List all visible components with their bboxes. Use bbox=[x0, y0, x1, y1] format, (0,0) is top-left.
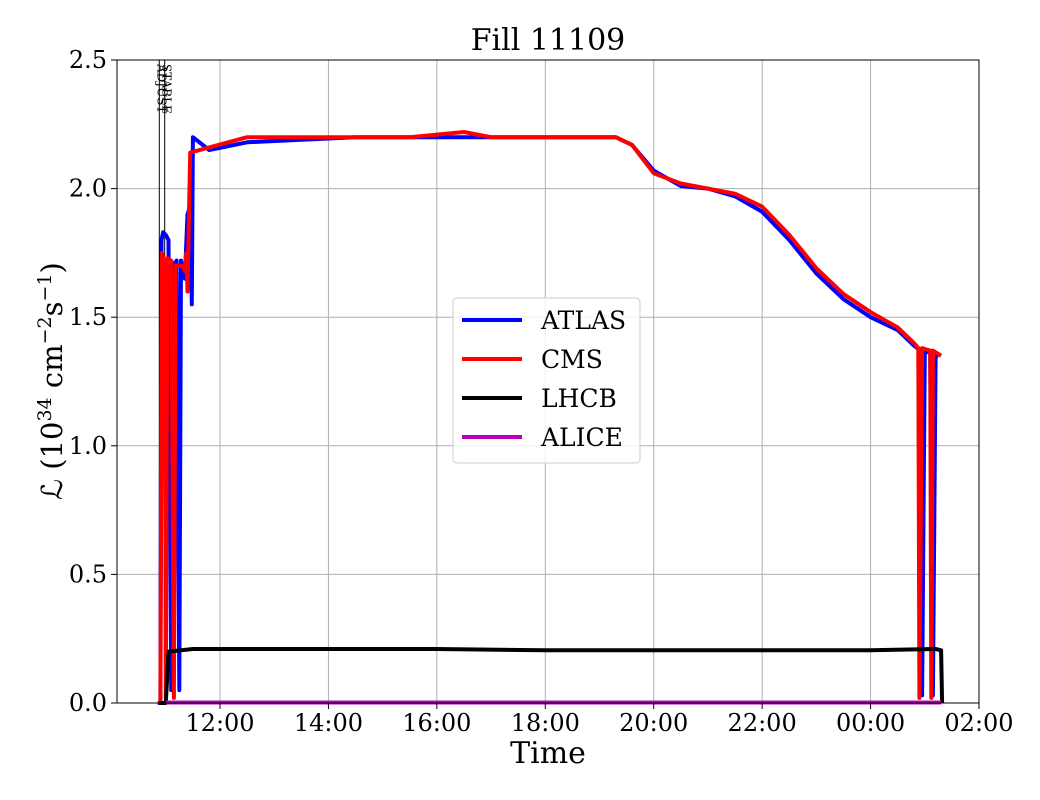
y-axis-ticks: 0.0 0.5 1.0 1.5 2.0 2.5 bbox=[69, 46, 117, 717]
phase-marker-label: STABLE bbox=[160, 64, 174, 114]
legend-label-cms: CMS bbox=[541, 345, 603, 374]
y-tick-label: 1.0 bbox=[69, 432, 107, 460]
chart-title: Fill 11109 bbox=[471, 23, 626, 58]
x-axis-label: Time bbox=[510, 736, 586, 771]
x-tick-label: 14:00 bbox=[294, 709, 363, 737]
y-tick-label: 0.0 bbox=[69, 689, 107, 717]
legend: ATLAS CMS LHCB ALICE bbox=[452, 297, 641, 464]
plot-frame bbox=[116, 59, 980, 704]
legend-label-lhcb: LHCB bbox=[541, 384, 617, 413]
x-tick-label: 00:00 bbox=[836, 709, 905, 737]
y-tick-label: 1.5 bbox=[69, 303, 107, 331]
legend-label-alice: ALICE bbox=[540, 423, 623, 452]
legend-label-atlas: ATLAS bbox=[540, 306, 626, 335]
x-tick-label: 12:00 bbox=[185, 709, 254, 737]
legend-box bbox=[452, 297, 641, 464]
y-tick-label: 2.0 bbox=[69, 175, 107, 203]
x-tick-label: 18:00 bbox=[511, 709, 580, 737]
series-line-cms bbox=[158, 130, 943, 704]
series-line-lhcb bbox=[159, 647, 945, 705]
y-tick-label: 0.5 bbox=[69, 560, 107, 588]
x-tick-label: 16:00 bbox=[402, 709, 471, 737]
y-tick-label: 2.5 bbox=[69, 46, 107, 74]
y-axis-label: ℒ (1034 cm−2s−1) bbox=[34, 262, 69, 500]
x-axis-ticks: 12:00 14:00 16:00 18:00 20:00 22:00 00:00 02:00 bbox=[185, 703, 1014, 737]
x-tick-label: 02:00 bbox=[944, 709, 1013, 737]
x-tick-label: 20:00 bbox=[619, 709, 688, 737]
x-tick-label: 22:00 bbox=[728, 709, 797, 737]
